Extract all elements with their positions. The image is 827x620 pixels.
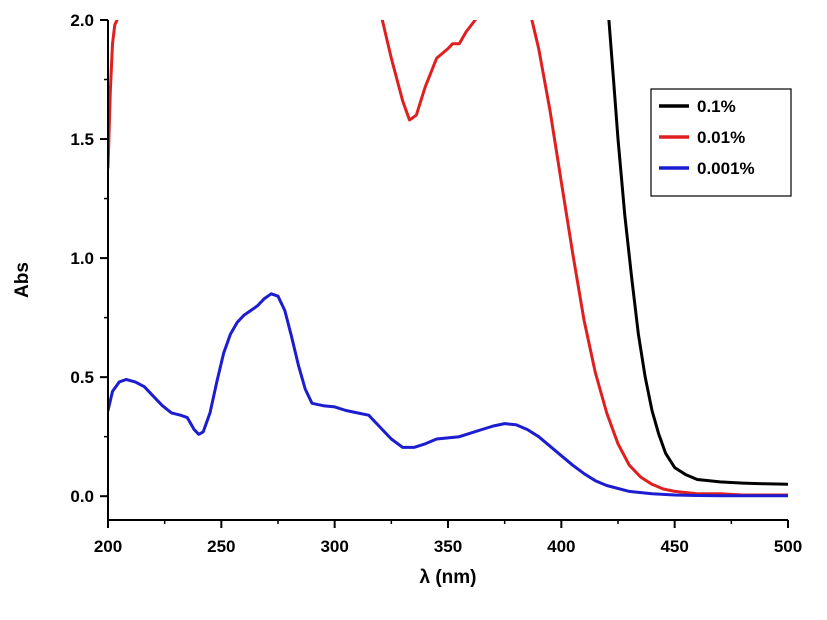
x-tick-label: 450 (660, 537, 688, 556)
series-line-0-segment-0 (607, 20, 788, 486)
series-line-1-segment-2 (530, 20, 788, 497)
labels-layer: 200 250 300 350 400 450 500 0.0 0.5 1.0 1.5 2.0 λ (n… (12, 11, 802, 588)
y-tick-label: 1.0 (70, 249, 94, 268)
x-tick-label: 500 (774, 537, 802, 556)
x-tick-label: 350 (434, 537, 462, 556)
axes-layer (100, 19, 789, 528)
legend-label: 0.1% (697, 97, 736, 116)
series-line-1-segment-0 (108, 20, 119, 170)
y-tick-label: 1.5 (70, 130, 94, 149)
x-tick-label: 400 (547, 537, 575, 556)
y-tick-label: 0.0 (70, 487, 94, 506)
x-tick-label: 250 (207, 537, 235, 556)
y-tick-label: 2.0 (70, 11, 94, 30)
x-axis-title: λ (nm) (420, 567, 477, 588)
series-layer (108, 20, 788, 498)
x-tick-label: 200 (94, 537, 122, 556)
y-tick-label: 0.5 (70, 368, 94, 387)
legend-label: 0.001% (697, 159, 755, 178)
y-axis-title: Abs (12, 262, 33, 298)
legend: 0.1% 0.01% 0.001% (650, 88, 792, 197)
series-line-1-segment-1 (380, 20, 477, 122)
series-line-2-segment-0 (108, 292, 788, 498)
legend-label: 0.01% (697, 128, 745, 147)
x-tick-label: 300 (320, 537, 348, 556)
